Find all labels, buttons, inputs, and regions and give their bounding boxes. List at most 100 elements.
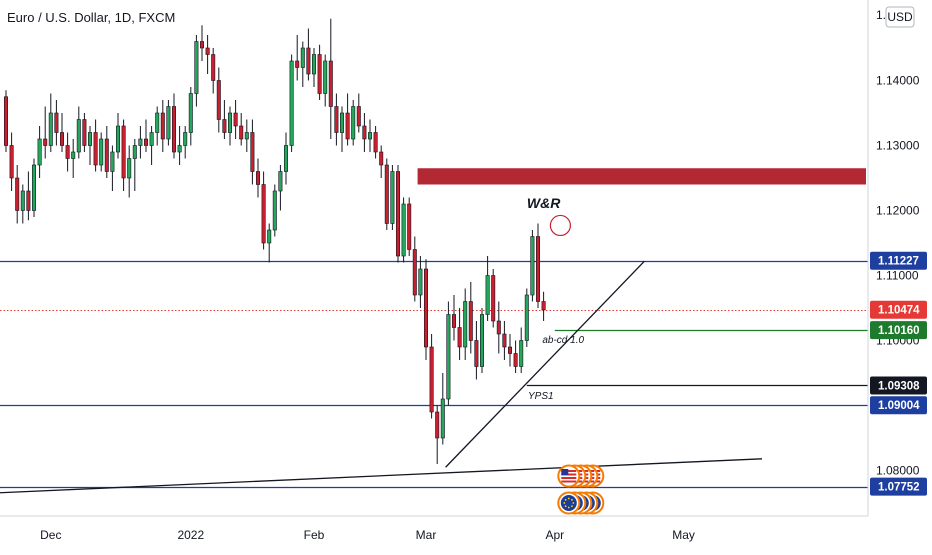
price-badge-1.09004[interactable]: 1.09004 (870, 396, 927, 415)
candle[interactable] (524, 288, 529, 348)
candle[interactable] (244, 119, 249, 153)
candle[interactable] (345, 93, 350, 146)
candle[interactable] (283, 132, 288, 185)
candle[interactable] (278, 165, 283, 211)
candle[interactable] (104, 126, 109, 178)
candle[interactable] (160, 100, 165, 152)
marker-circle[interactable] (549, 214, 572, 237)
candle[interactable] (20, 184, 25, 224)
candle[interactable] (93, 119, 98, 172)
candle[interactable] (395, 165, 400, 263)
candle[interactable] (261, 171, 266, 250)
price-badge-1.07752[interactable]: 1.07752 (870, 477, 927, 496)
candle[interactable] (48, 93, 53, 153)
candle[interactable] (267, 223, 272, 263)
candle[interactable] (166, 100, 171, 146)
price-badge-1.09308[interactable]: 1.09308 (870, 376, 927, 395)
candle[interactable] (429, 334, 434, 419)
candle[interactable] (177, 126, 182, 165)
candle[interactable] (496, 301, 501, 354)
candle[interactable] (463, 288, 468, 361)
trendline-1[interactable] (0, 458, 763, 494)
candle[interactable] (116, 113, 121, 159)
candle[interactable] (373, 126, 378, 159)
candle[interactable] (172, 93, 177, 159)
candle[interactable] (311, 48, 316, 87)
candle[interactable] (37, 126, 42, 178)
price-badge-1.11227[interactable]: 1.11227 (870, 251, 927, 270)
candle[interactable] (132, 139, 137, 191)
candle[interactable] (71, 139, 76, 178)
eu-flag-icon[interactable] (557, 491, 581, 515)
candle[interactable] (121, 119, 126, 192)
price-badge-1.10474[interactable]: 1.10474 (870, 300, 927, 319)
candle[interactable] (513, 340, 518, 374)
candle[interactable] (300, 41, 305, 88)
candle[interactable] (228, 106, 233, 146)
candle[interactable] (535, 223, 540, 309)
candle[interactable] (155, 106, 160, 146)
candle[interactable] (59, 113, 64, 152)
candle[interactable] (451, 295, 456, 341)
candle[interactable] (446, 301, 451, 406)
currency-button[interactable]: USD (885, 6, 915, 28)
candle[interactable] (216, 67, 221, 133)
candle[interactable] (384, 158, 389, 231)
candle[interactable] (502, 321, 507, 360)
candle[interactable] (407, 197, 412, 257)
us-flag-icon[interactable] (557, 464, 581, 488)
candle[interactable] (144, 119, 149, 153)
candle[interactable] (440, 373, 445, 445)
candle[interactable] (339, 106, 344, 153)
supply-zone[interactable] (417, 168, 866, 185)
candle[interactable] (485, 256, 490, 321)
candle[interactable] (289, 54, 294, 153)
candle[interactable] (183, 126, 188, 159)
candle[interactable] (323, 54, 328, 107)
candle[interactable] (222, 100, 227, 139)
candle[interactable] (239, 113, 244, 146)
candle[interactable] (15, 165, 20, 224)
candle[interactable] (362, 113, 367, 152)
candle[interactable] (65, 132, 70, 172)
candle[interactable] (54, 100, 59, 146)
candle[interactable] (317, 44, 322, 100)
candle[interactable] (88, 126, 93, 165)
candle[interactable] (76, 106, 81, 159)
candle[interactable] (435, 405, 440, 465)
candle[interactable] (138, 126, 143, 159)
candle[interactable] (418, 256, 423, 308)
candle[interactable] (507, 334, 512, 367)
candle[interactable] (334, 93, 339, 146)
candle[interactable] (457, 308, 462, 360)
candle[interactable] (43, 106, 48, 159)
candle[interactable] (541, 291, 546, 321)
candle[interactable] (367, 119, 372, 153)
price-badge-1.10160[interactable]: 1.10160 (870, 321, 927, 340)
candle[interactable] (530, 230, 535, 302)
candle[interactable] (211, 48, 216, 94)
candle[interactable] (82, 113, 87, 152)
candle[interactable] (9, 132, 14, 192)
candle[interactable] (31, 158, 36, 218)
candle[interactable] (328, 18, 333, 139)
trendline-2[interactable] (445, 260, 645, 468)
candle[interactable] (390, 165, 395, 230)
candle[interactable] (519, 327, 524, 374)
candle[interactable] (295, 35, 300, 81)
candle[interactable] (351, 100, 356, 146)
candle[interactable] (149, 126, 154, 165)
candle[interactable] (99, 132, 104, 172)
candle[interactable] (205, 35, 210, 74)
candle[interactable] (491, 269, 496, 328)
candle[interactable] (188, 87, 193, 146)
candle[interactable] (474, 321, 479, 380)
candle[interactable] (250, 119, 255, 185)
candle[interactable] (26, 171, 31, 221)
candle[interactable] (4, 90, 9, 152)
candle[interactable] (379, 145, 384, 179)
candle[interactable] (127, 145, 132, 198)
candle[interactable] (423, 259, 428, 360)
candle[interactable] (255, 158, 260, 198)
